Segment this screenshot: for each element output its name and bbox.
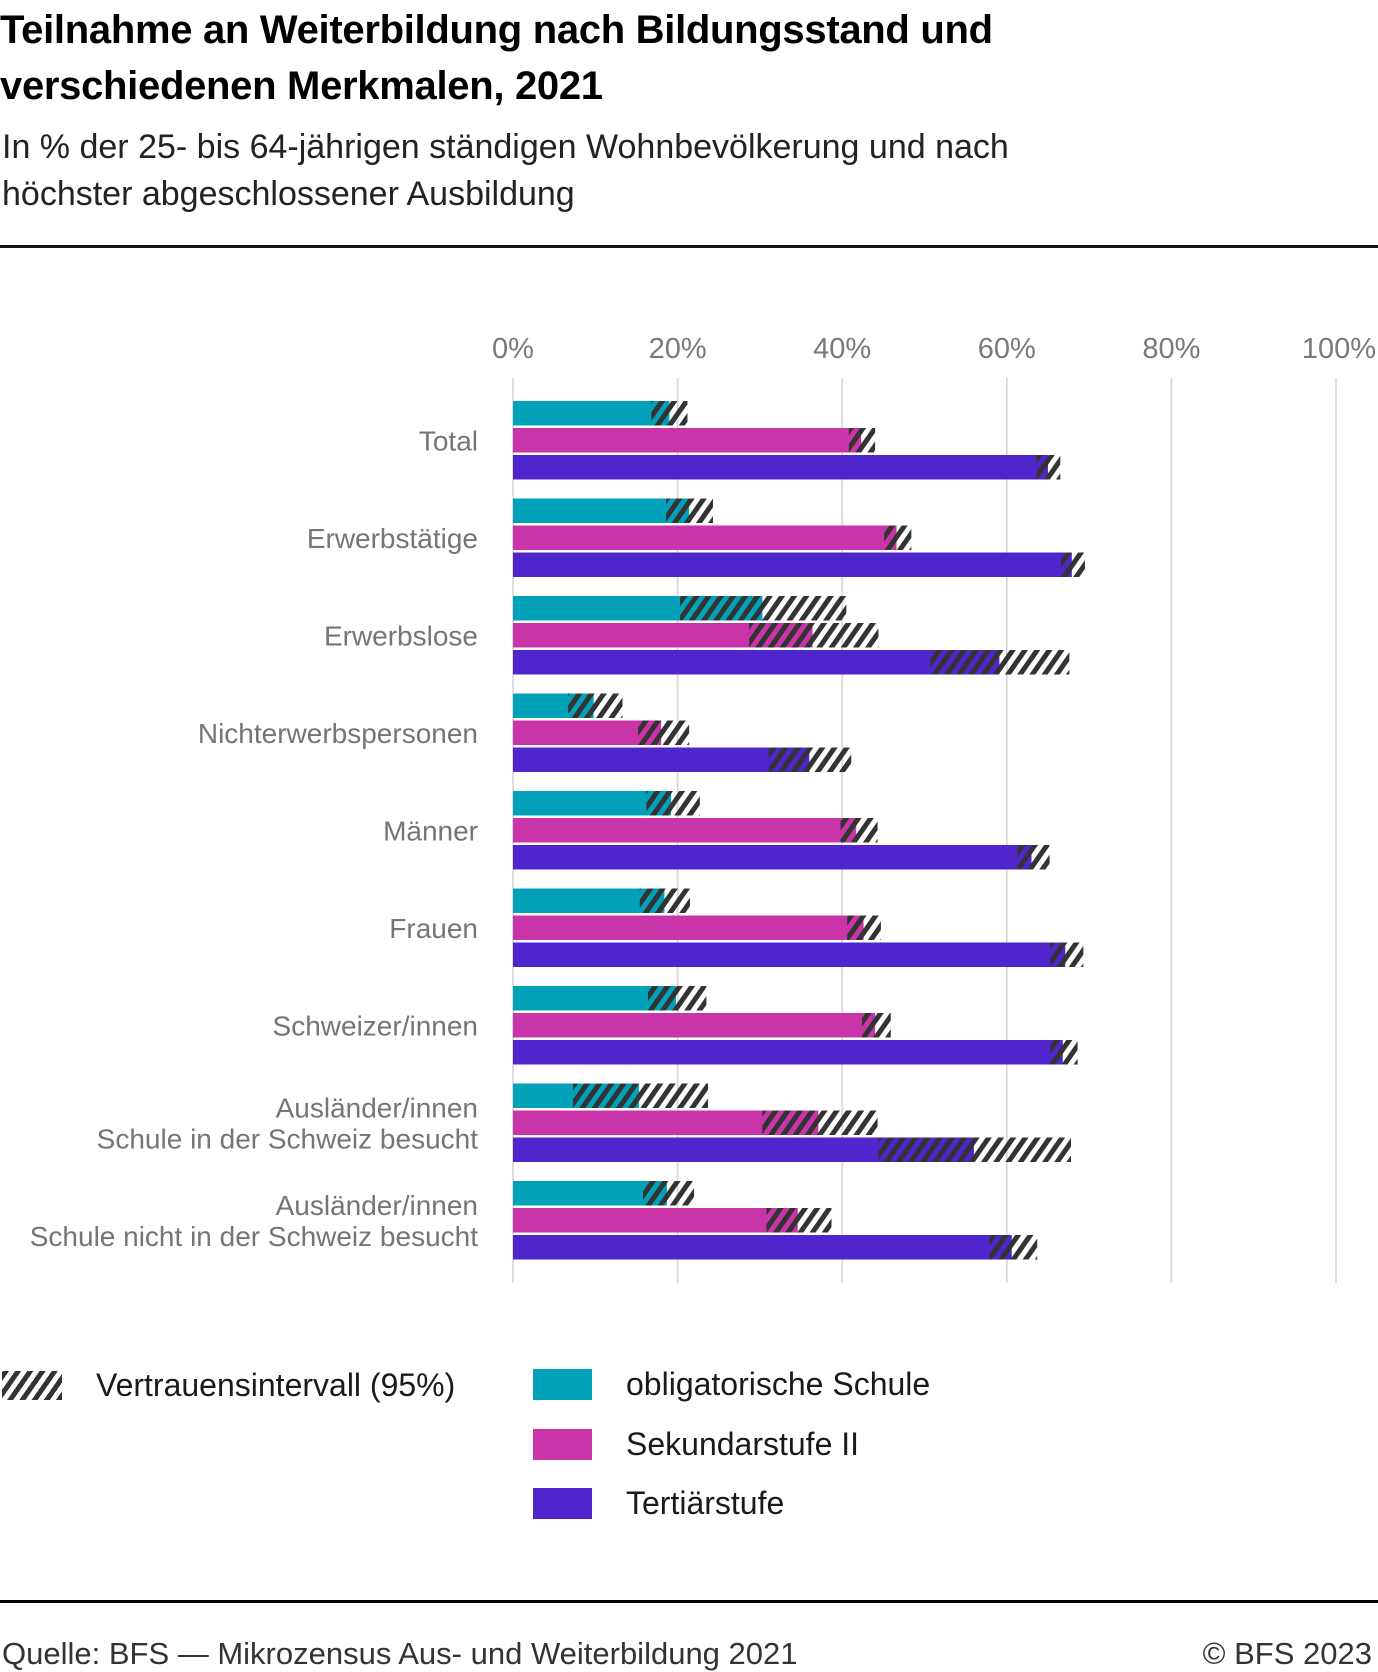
x-tick-label: 40% — [813, 333, 871, 365]
category-label: Schweizer/innen — [273, 1010, 478, 1041]
category-label: Erwerbslose — [324, 620, 478, 651]
bar-group — [513, 498, 1085, 577]
confidence-interval — [1061, 552, 1085, 577]
bar — [513, 428, 862, 453]
confidence-interval — [651, 401, 688, 426]
x-tick-label: 20% — [649, 333, 707, 365]
confidence-interval — [861, 1013, 891, 1038]
bar — [513, 845, 1032, 870]
color-swatch-icon — [533, 1368, 592, 1400]
confidence-interval — [840, 818, 878, 843]
confidence-interval — [639, 888, 690, 913]
confidence-interval — [1036, 455, 1061, 480]
category-label: Erwerbstätige — [307, 523, 478, 554]
chart-title: Teilnahme an Weiterbildung nach Bildungs… — [0, 8, 993, 108]
legend-item-ci: Vertrauensintervall (95%) — [2, 1366, 456, 1403]
confidence-interval — [847, 915, 881, 940]
bar-group — [513, 791, 1050, 870]
legend: Vertrauensintervall (95%) obligatorische… — [0, 1360, 1378, 1540]
legend-label: Tertiärstufe — [626, 1484, 785, 1521]
copyright-note: © BFS 2023 — [1202, 1636, 1372, 1671]
confidence-interval — [1017, 845, 1050, 870]
bar — [513, 942, 1066, 967]
bar — [513, 720, 662, 745]
confidence-interval — [643, 1181, 695, 1206]
bar — [513, 1013, 876, 1038]
bar — [513, 650, 1000, 675]
confidence-interval — [647, 986, 707, 1011]
confidence-interval — [1050, 1040, 1078, 1065]
hatch-pattern-icon — [2, 1370, 62, 1400]
x-tick-label: 0% — [492, 333, 534, 365]
bar-group — [513, 986, 1078, 1065]
bottom-divider — [0, 1600, 1378, 1603]
legend-label: Sekundarstufe II — [626, 1425, 860, 1462]
source-note: Quelle: BFS — Mikrozensus Aus- und Weite… — [2, 1636, 798, 1671]
x-tick-label: 80% — [1142, 333, 1200, 365]
color-swatch-icon — [533, 1487, 592, 1519]
bar-chart: 0% 20% 40% 60% 80% 100% Total Erwerbstätige Erw… — [30, 333, 1376, 1283]
bar — [513, 791, 672, 816]
color-swatch-icon — [533, 1428, 592, 1460]
bar — [513, 1040, 1063, 1065]
bars — [513, 401, 1085, 1260]
bar — [513, 747, 810, 772]
confidence-interval — [638, 720, 690, 745]
confidence-interval — [666, 498, 713, 523]
category-label: Nichterwerbspersonen — [198, 718, 478, 749]
confidence-interval — [884, 525, 912, 550]
top-divider — [0, 245, 1378, 248]
bar — [513, 1208, 798, 1233]
chart-subtitle: In % der 25- bis 64-jährigen ständigen W… — [2, 128, 1009, 213]
bar — [513, 915, 864, 940]
confidence-interval — [930, 650, 1070, 675]
confidence-interval — [680, 596, 847, 621]
legend-item-obligatorische-schule: obligatorische Schule — [533, 1365, 931, 1402]
bar — [513, 888, 665, 913]
category-label: Total — [419, 425, 478, 456]
confidence-interval — [1050, 942, 1084, 967]
bar — [513, 1235, 1012, 1260]
legend-label-ci: Vertrauensintervall (95%) — [96, 1366, 456, 1403]
bar-group — [513, 401, 1061, 480]
bar — [513, 818, 857, 843]
bar — [513, 525, 897, 550]
bar — [513, 401, 670, 426]
confidence-interval — [646, 791, 700, 816]
confidence-interval — [768, 747, 852, 772]
bar-group — [513, 693, 852, 772]
category-label: Schule nicht in der Schweiz besucht — [30, 1221, 478, 1252]
legend-item-tertiaerstufe: Tertiärstufe — [533, 1484, 785, 1521]
bar — [513, 1181, 667, 1206]
bar — [513, 455, 1048, 480]
confidence-interval — [878, 1137, 1071, 1162]
legend-label: obligatorische Schule — [626, 1365, 931, 1402]
confidence-interval — [989, 1235, 1038, 1260]
category-label: Ausländer/innen — [276, 1190, 478, 1221]
category-label: Schule in der Schweiz besucht — [97, 1123, 479, 1154]
confidence-interval — [573, 1083, 709, 1108]
bar-group — [513, 1083, 1071, 1162]
confidence-interval — [766, 1208, 832, 1233]
bar-group — [513, 596, 1070, 675]
category-label: Ausländer/innen — [276, 1092, 478, 1123]
bar — [513, 552, 1072, 577]
category-label: Männer — [383, 815, 478, 846]
confidence-interval — [762, 1110, 878, 1135]
bar — [513, 498, 690, 523]
bar-group — [513, 888, 1084, 967]
bar-group — [513, 1181, 1038, 1260]
x-tick-label: 60% — [978, 333, 1036, 365]
x-tick-label: 100% — [1302, 333, 1376, 365]
category-label: Frauen — [389, 913, 478, 944]
legend-item-sekundarstufe-ii: Sekundarstufe II — [533, 1425, 860, 1462]
confidence-interval — [848, 428, 876, 453]
category-labels: Total Erwerbstätige Erwerbslose Nichterwerb… — [30, 425, 478, 1252]
x-axis-ticks: 0% 20% 40% 60% 80% 100% — [492, 333, 1376, 365]
confidence-interval — [749, 623, 879, 648]
confidence-interval — [568, 693, 623, 718]
